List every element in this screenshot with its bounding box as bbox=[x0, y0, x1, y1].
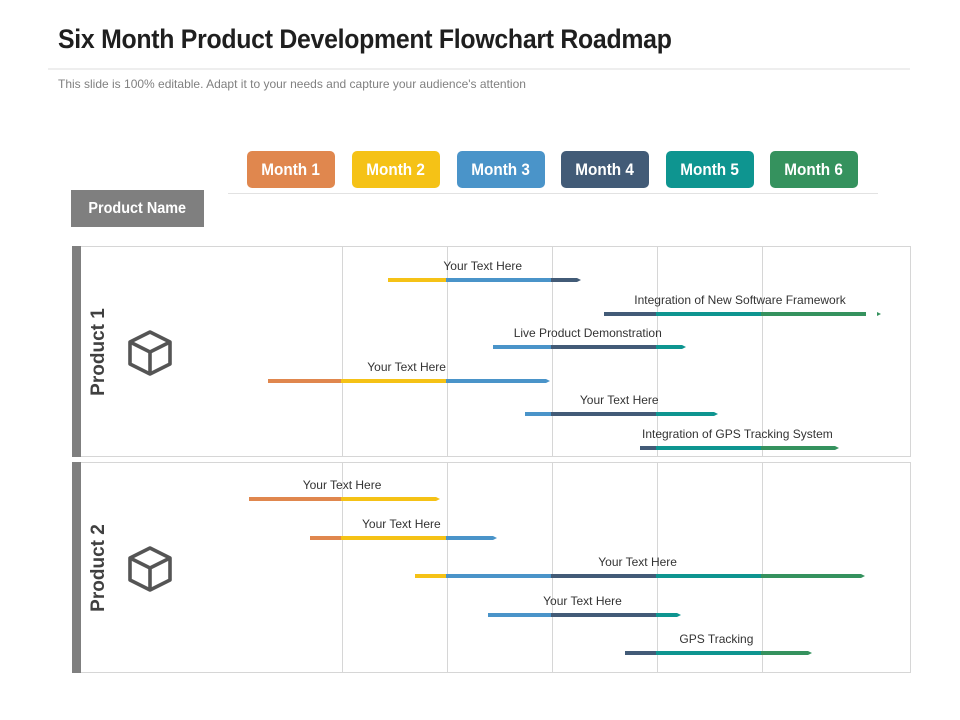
month-label: Month 4 bbox=[575, 159, 635, 179]
month-gridline bbox=[342, 463, 343, 672]
product-name-badge: Product Name bbox=[71, 190, 204, 227]
month-gridline bbox=[552, 247, 553, 456]
month-label: Month 5 bbox=[680, 159, 740, 179]
month-3-header: Month 3 bbox=[457, 151, 545, 188]
task-bar-segment bbox=[656, 574, 761, 578]
month-header-divider bbox=[228, 193, 878, 194]
task-bar-segment bbox=[309, 536, 341, 540]
title-divider bbox=[48, 68, 910, 70]
month-1-header: Month 1 bbox=[247, 151, 335, 188]
task-bar-arrow bbox=[493, 536, 498, 540]
month-label: Month 3 bbox=[471, 159, 531, 179]
task-bar-segment bbox=[761, 446, 835, 450]
month-gridline bbox=[762, 463, 763, 672]
task-bar-segment bbox=[603, 312, 656, 316]
month-2-header: Month 2 bbox=[352, 151, 440, 188]
task-bar-arrow bbox=[682, 345, 687, 349]
task-bar-segment bbox=[267, 379, 341, 383]
cube-icon bbox=[125, 328, 175, 378]
task-bar-segment bbox=[656, 613, 677, 617]
task-bar-segment bbox=[761, 574, 861, 578]
month-gridline bbox=[657, 463, 658, 672]
task-label: Live Product Demonstration bbox=[513, 326, 662, 340]
month-gridline bbox=[657, 247, 658, 456]
task-bar-segment bbox=[551, 278, 578, 282]
task-bar-segment bbox=[656, 446, 761, 450]
task-bar-segment bbox=[493, 345, 551, 349]
task-bar-segment bbox=[551, 412, 656, 416]
task-bar-segment bbox=[414, 574, 446, 578]
task-bar-segment bbox=[551, 574, 656, 578]
page-title: Six Month Product Development Flowchart … bbox=[58, 24, 672, 54]
task-bar-segment bbox=[446, 536, 494, 540]
page-subtitle: This slide is 100% editable. Adapt it to… bbox=[58, 77, 526, 91]
task-bar-segment bbox=[656, 412, 714, 416]
month-label: Month 1 bbox=[261, 159, 321, 179]
task-bar-segment bbox=[341, 497, 436, 501]
task-bar-segment bbox=[488, 613, 551, 617]
task-label: Your Text Here bbox=[443, 259, 523, 273]
month-4-header: Month 4 bbox=[561, 151, 649, 188]
task-bar-segment bbox=[341, 379, 446, 383]
task-label: Your Text Here bbox=[543, 594, 622, 608]
task-label: Integration of New Software Framework bbox=[634, 293, 846, 307]
task-label: Your Text Here bbox=[302, 478, 382, 492]
task-bar-segment bbox=[446, 379, 546, 383]
task-bar-arrow bbox=[577, 278, 582, 282]
month-gridline bbox=[762, 247, 763, 456]
task-bar-segment bbox=[656, 651, 761, 655]
month-label: Month 6 bbox=[784, 159, 844, 179]
task-bar-arrow bbox=[545, 379, 550, 383]
month-6-header: Month 6 bbox=[770, 151, 858, 188]
product-2-panel bbox=[72, 462, 911, 673]
task-label: Integration of GPS Tracking System bbox=[641, 427, 833, 441]
task-bar-segment bbox=[761, 312, 866, 316]
month-gridline bbox=[447, 247, 448, 456]
task-label: GPS Tracking bbox=[679, 632, 754, 646]
task-bar-segment bbox=[656, 312, 761, 316]
month-gridline bbox=[447, 463, 448, 672]
task-bar-arrow bbox=[876, 312, 881, 316]
task-bar-arrow bbox=[808, 651, 813, 655]
task-label: Your Text Here bbox=[579, 393, 659, 407]
task-bar-arrow bbox=[713, 412, 718, 416]
task-bar-segment bbox=[761, 651, 809, 655]
task-bar-segment bbox=[341, 536, 446, 540]
task-bar-segment bbox=[551, 345, 656, 349]
cube-icon bbox=[125, 544, 175, 594]
task-bar-segment bbox=[551, 613, 656, 617]
task-bar-segment bbox=[656, 345, 683, 349]
task-label: Your Text Here bbox=[362, 517, 441, 531]
task-bar-segment bbox=[446, 574, 551, 578]
task-label: Your Text Here bbox=[367, 360, 446, 374]
task-bar-arrow bbox=[435, 497, 440, 501]
task-bar-segment bbox=[624, 651, 656, 655]
task-bar-segment bbox=[388, 278, 446, 282]
task-bar-arrow bbox=[834, 446, 839, 450]
month-gridline bbox=[342, 247, 343, 456]
product-2-label: Product 2 bbox=[87, 523, 109, 612]
task-bar-arrow bbox=[860, 574, 865, 578]
product-1-label: Product 1 bbox=[87, 307, 109, 396]
task-bar-segment bbox=[446, 278, 551, 282]
month-5-header: Month 5 bbox=[666, 151, 754, 188]
task-bar-arrow bbox=[677, 613, 681, 617]
task-bar-segment bbox=[524, 412, 551, 416]
product-name-label: Product Name bbox=[88, 199, 187, 217]
product-1-side-bar bbox=[72, 246, 81, 457]
task-bar-segment bbox=[248, 497, 341, 501]
month-gridline bbox=[552, 463, 553, 672]
task-bar-segment bbox=[640, 446, 656, 450]
month-label: Month 2 bbox=[366, 159, 426, 179]
task-label: Your Text Here bbox=[598, 555, 677, 569]
product-2-side-bar bbox=[72, 462, 81, 673]
